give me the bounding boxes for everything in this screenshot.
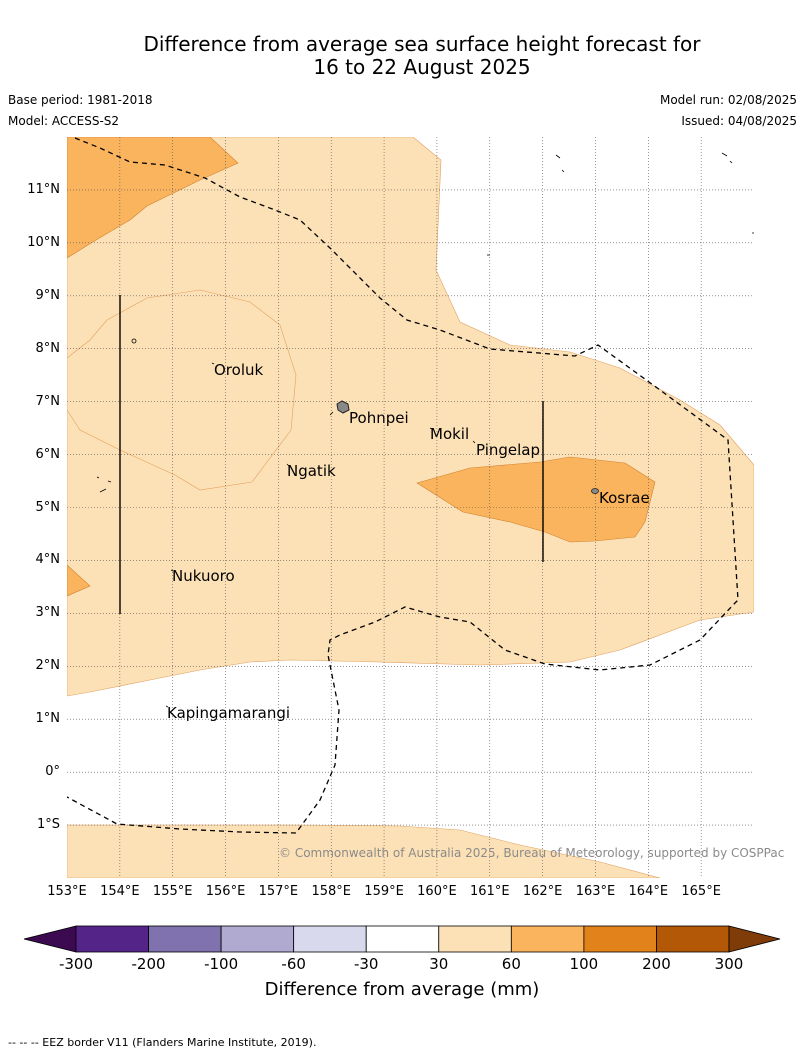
- atoll-marks: [96, 152, 754, 708]
- longitude-tick-label: 161°E: [470, 884, 510, 899]
- colorbar-tick-label: 30: [429, 955, 449, 973]
- colorbar-bin: [220, 925, 295, 953]
- longitude-tick-label: 158°E: [311, 884, 351, 899]
- base-period: Base period: 1981-2018: [8, 93, 153, 107]
- colorbar-tick-label: 60: [501, 955, 521, 973]
- latitude-tick-label: 8°N: [35, 340, 61, 356]
- latitude-tick-label: 1°N: [35, 711, 61, 727]
- longitude-tick-label: 165°E: [681, 884, 721, 899]
- title-line-1: Difference from average sea surface heig…: [143, 32, 701, 56]
- latitude-tick-label: 3°N: [35, 605, 61, 621]
- longitude-tick-label: 153°E: [47, 884, 87, 899]
- latitude-tick-label: 5°N: [35, 499, 61, 515]
- pohnpei-island-shape: [336, 400, 350, 414]
- colorbar-title: Difference from average (mm): [264, 979, 540, 1000]
- colorbar-tick-label: -300: [58, 955, 94, 973]
- longitude-tick-label: 154°E: [100, 884, 140, 899]
- colorbar-tick-label: 300: [714, 955, 744, 973]
- colorbar-extend-high: [728, 925, 781, 953]
- place-label-oroluk: Oroluk: [214, 361, 264, 379]
- colorbar-tick-label: -100: [204, 955, 239, 973]
- place-label-mokil: Mokil: [430, 425, 470, 443]
- anomaly-region-30-60-south: [67, 824, 661, 878]
- place-label-pohnpei: Pohnpei: [349, 409, 409, 427]
- place-label-kapingamarangi: Kapingamarangi: [167, 704, 291, 722]
- map-plot-area: [67, 137, 754, 878]
- colorbar-bin: [583, 925, 657, 953]
- anomaly-region-60-100-kosrae: [416, 456, 656, 543]
- latitude-tick-label: 2°N: [35, 658, 61, 674]
- colorbar-bin: [148, 925, 222, 953]
- place-label-ngatik: Ngatik: [287, 462, 336, 480]
- colorbar-bin: [75, 925, 149, 953]
- longitude-tick-label: 156°E: [205, 884, 246, 899]
- latitude-tick-label: 9°N: [35, 287, 61, 303]
- colorbar-tick-label: -60: [281, 955, 306, 973]
- colorbar-tick-label: 100: [569, 955, 599, 973]
- place-label-pingelap: Pingelap: [476, 441, 541, 459]
- longitude-tick-label: 160°E: [417, 884, 457, 899]
- longitude-tick-label: 164°E: [628, 884, 669, 899]
- place-label-nukuoro: Nukuoro: [172, 567, 235, 585]
- model-name: Model: ACCESS-S2: [8, 114, 120, 128]
- eez-footnote: -- -- -- EEZ border V11 (Flanders Marine…: [8, 1036, 317, 1049]
- latitude-tick-label: 4°N: [35, 552, 61, 568]
- longitude-tick-label: 162°E: [522, 884, 563, 899]
- title-line-2: 16 to 22 August 2025: [313, 55, 531, 79]
- latitude-tick-label: 6°N: [35, 446, 61, 462]
- longitude-tick-label: 159°E: [364, 884, 404, 899]
- colorbar-tick-label: 200: [642, 955, 671, 973]
- colorbar-bin: [656, 925, 730, 953]
- latitude-tick-label: 0°: [45, 764, 60, 780]
- issued-date: Issued: 04/08/2025: [681, 114, 797, 128]
- latitude-tick-label: 7°N: [35, 393, 61, 409]
- chart-title: Difference from average sea surface heig…: [0, 33, 804, 79]
- colorbar-bin: [365, 925, 440, 953]
- small-island-shape: [131, 338, 137, 344]
- anomaly-region-60-100-southwest: [67, 564, 91, 597]
- latitude-tick-label: 10°N: [27, 234, 60, 250]
- colorbar-bin: [293, 925, 367, 953]
- longitude-tick-label: 157°E: [258, 884, 299, 899]
- model-run: Model run: 02/08/2025: [659, 93, 797, 107]
- graticule: [67, 137, 754, 878]
- copyright-notice: © Commonwealth of Australia 2025, Bureau…: [279, 846, 785, 860]
- colorbar-extend-low: [23, 925, 77, 953]
- latitude-tick-label: 1°S: [36, 817, 60, 833]
- place-label-kosrae: Kosrae: [599, 489, 650, 507]
- longitude-tick-label: 155°E: [152, 884, 193, 899]
- anomaly-region-30-60: [67, 137, 754, 697]
- anomaly-region-60-100-northwest: [67, 137, 239, 259]
- colorbar-tick-label: -30: [353, 955, 379, 973]
- kosrae-island-shape: [591, 488, 599, 494]
- latitude-tick-label: 11°N: [27, 181, 60, 197]
- colorbar-bin: [438, 925, 512, 953]
- colorbar-tick-label: -200: [131, 955, 166, 973]
- longitude-tick-label: 163°E: [575, 884, 616, 899]
- colorbar-bin: [510, 925, 585, 953]
- eez-border: [67, 137, 739, 834]
- colorbar: [23, 925, 781, 953]
